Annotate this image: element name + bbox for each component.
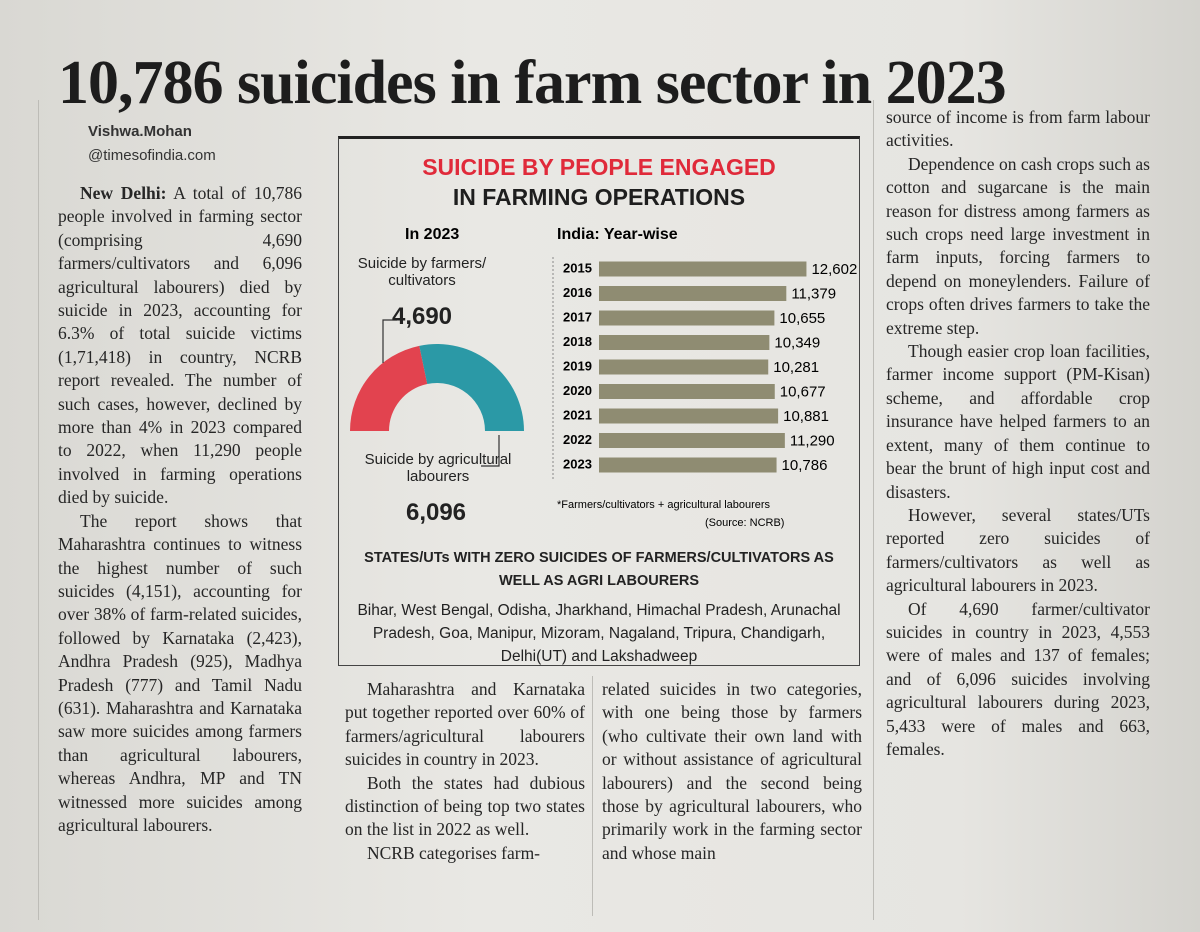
value-label: 10,349: [774, 334, 820, 351]
dateline: New Delhi:: [80, 183, 167, 203]
value-label: 10,677: [780, 383, 826, 400]
y-tick-label: 2015: [563, 260, 592, 275]
byline-handle: @timesofindia.com: [88, 147, 216, 164]
bar: [599, 408, 779, 424]
value-label: 12,602: [811, 261, 857, 278]
bar: [599, 457, 777, 473]
donut-value-label: 4,690: [391, 303, 453, 330]
column-rule: [38, 100, 39, 920]
paragraph: Dependence on cash crops such as cotton …: [886, 153, 1150, 338]
value-label: 10,786: [782, 457, 828, 474]
bar: [599, 335, 770, 350]
bar: [599, 310, 775, 326]
article-column: related suicides in two categories, with…: [602, 678, 862, 918]
donut-value-label: 6,096: [405, 499, 467, 526]
bar: [599, 286, 787, 301]
states-list: Bihar, West Bengal, Odisha, Jharkhand, H…: [357, 602, 841, 665]
article-column: source of income is from farm labour act…: [886, 106, 1150, 918]
y-tick-label: 2020: [563, 383, 592, 398]
y-tick-label: 2023: [563, 456, 592, 471]
article-column: New Delhi: A total of 10,786 people invo…: [58, 182, 302, 917]
infographic: SUICIDE BY PEOPLE ENGAGED IN FARMING OPE…: [338, 136, 860, 666]
article-column: Maharashtra and Karnataka put together r…: [345, 678, 585, 918]
paragraph: related suicides in two categories, with…: [602, 679, 862, 863]
column-rule: [592, 676, 593, 916]
y-tick-label: 2022: [563, 432, 592, 447]
infographic-title: SUICIDE BY PEOPLE ENGAGED: [422, 154, 776, 180]
bar: [599, 359, 769, 375]
chart-title: In 2023: [405, 226, 459, 243]
donut-segment: [350, 345, 428, 431]
y-tick-label: 2018: [563, 334, 592, 349]
value-label: 10,281: [773, 359, 819, 376]
paragraph: Maharashtra and Karnataka put together r…: [345, 679, 585, 770]
y-tick-label: 2019: [563, 358, 592, 373]
y-tick-label: 2016: [563, 285, 592, 300]
value-label: 11,379: [791, 285, 836, 302]
leader-line: [481, 435, 500, 467]
headline: 10,786 suicides in farm sector in 2023: [58, 49, 1007, 117]
y-tick-label: 2021: [563, 407, 592, 422]
value-label: 10,881: [783, 408, 829, 425]
donut-segment: [419, 344, 524, 431]
paragraph: A total of 10,786 people involved in far…: [58, 183, 302, 508]
column-rule: [873, 100, 874, 920]
value-label: 10,655: [779, 310, 825, 327]
paragraph: Both the states had dubious distinction …: [345, 772, 585, 840]
y-tick-label: 2017: [563, 309, 592, 324]
paragraph: NCRB categorises farm-: [367, 842, 541, 863]
bar: [599, 433, 785, 448]
byline-name: Vishwa.Mohan: [88, 123, 192, 140]
paragraph: source of income is from farm labour act…: [886, 107, 1150, 151]
chart-note: *Farmers/cultivators + agricultural labo…: [557, 499, 771, 511]
donut-category-label: Suicide by agricultural labourers: [364, 451, 512, 485]
infographic-charts: SUICIDE BY PEOPLE ENGAGED IN FARMING OPE…: [350, 154, 857, 529]
chart-source: (Source: NCRB): [705, 517, 784, 529]
value-label: 11,290: [790, 432, 835, 449]
donut-category-label: Suicide by farmers/ cultivators: [357, 255, 487, 289]
leader-line: [382, 319, 397, 363]
states-heading: STATES/UTs WITH ZERO SUICIDES OF FARMERS…: [364, 550, 834, 589]
paragraph: Of 4,690 farmer/cultivator suicides in c…: [886, 598, 1150, 759]
infographic-title: IN FARMING OPERATIONS: [453, 184, 745, 210]
paragraph: However, several states/UTs reported zer…: [886, 504, 1150, 596]
bar: [599, 261, 807, 277]
paragraph: The report shows that Maharashtra contin…: [58, 510, 302, 835]
bar: [599, 384, 775, 399]
paragraph: Though easier crop loan facilities, farm…: [886, 341, 1150, 502]
chart-title: India: Year-wise: [557, 226, 678, 243]
